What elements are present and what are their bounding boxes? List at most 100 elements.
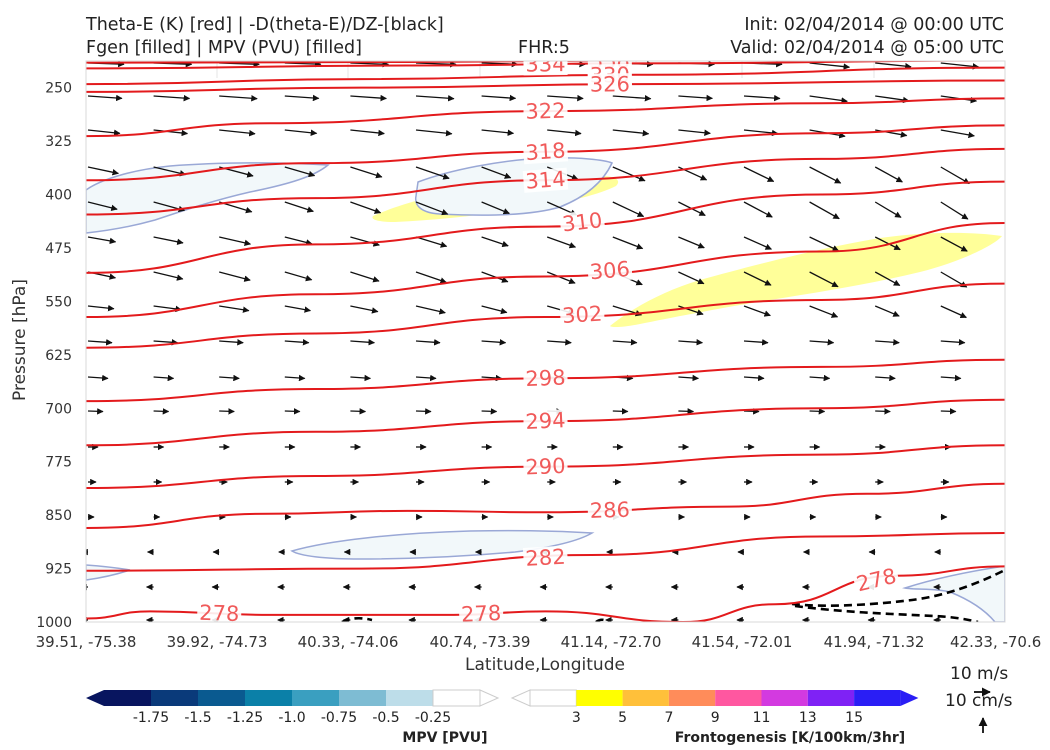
wind-arrow — [350, 374, 371, 382]
wind-arrow — [350, 129, 385, 137]
theta-e-label: 278 — [199, 601, 240, 626]
wind-arrow — [284, 94, 320, 102]
wind-arrow — [809, 374, 831, 382]
fgen-colorbar-tick: 3 — [572, 710, 581, 726]
wind-arrow — [809, 408, 826, 415]
theta-e-labels: 3423383343303263223183143103063022982942… — [196, 52, 901, 626]
wind-arrow — [284, 166, 316, 178]
mpv-colorbar-swatch — [386, 690, 433, 706]
dz-line-bottom-left — [341, 616, 373, 622]
wind-arrow — [415, 305, 446, 315]
y-tick-label: 325 — [45, 134, 72, 150]
fgen-colorbar: 3 5 7 9 11 13 15 Frontogenesis [K/100km/3hr] — [510, 689, 919, 746]
y-tick-label: 700 — [45, 401, 72, 417]
wind-arrow — [153, 271, 184, 281]
wind-arrow — [284, 271, 313, 282]
wind-arrow — [940, 129, 975, 139]
mpv-colorbar-swatch — [198, 690, 245, 706]
theta-e-label-bg — [559, 302, 605, 328]
y-tick-label: 550 — [45, 294, 72, 310]
wind-arrow — [874, 166, 903, 183]
wind-arrow — [678, 305, 704, 316]
mpv-colorbar-tick: -1.75 — [133, 710, 169, 726]
wind-arrow — [219, 408, 235, 415]
wind-arrow — [743, 271, 772, 286]
y-axis-ticks: 250 325 400 475 550 625 700 775 850 925 1000 — [36, 81, 72, 631]
wind-arrow — [940, 374, 962, 382]
wind-arrow — [612, 408, 629, 415]
wind-arrow — [743, 201, 773, 218]
wind-arrow — [875, 374, 896, 382]
theta-e-label-bg — [522, 139, 569, 165]
wind-arrow — [415, 201, 449, 216]
init-time: Init: 02/04/2014 @ 00:00 UTC — [744, 15, 1004, 35]
y-tick-label: 850 — [45, 508, 72, 524]
mpv-colorbar-min-arrow — [86, 690, 104, 706]
wind-arrow — [809, 236, 840, 252]
mpv-colorbar-tick: -1.5 — [184, 710, 211, 726]
y-tick-label: 475 — [45, 241, 72, 257]
wind-arrow — [153, 408, 170, 415]
theta-e-line-310 — [86, 180, 1005, 274]
theta-e-label: 306 — [589, 257, 631, 285]
mpv-colorbar-swatch — [292, 690, 339, 706]
wind-arrow — [415, 166, 450, 180]
wind-arrow — [940, 236, 968, 252]
x-tick-label: 41.94, -71.32 — [824, 633, 925, 651]
wind-arrow — [809, 271, 839, 288]
wind-arrow — [874, 236, 901, 251]
title-line2: Fgen [filled] | MPV (PVU) [filled] — [86, 38, 362, 58]
valid-time: Valid: 02/04/2014 @ 05:00 UTC — [730, 38, 1004, 58]
theta-e-label-bg — [586, 257, 633, 284]
wind-arrow — [153, 374, 175, 382]
scale-horizontal: 10 m/s — [950, 664, 1009, 684]
theta-e-label: 294 — [525, 408, 566, 434]
wind-arrow — [415, 339, 441, 346]
wind-arrow — [481, 305, 508, 315]
wind-arrow — [284, 408, 301, 415]
wind-arrow — [612, 95, 652, 102]
wind-arrow — [415, 374, 437, 382]
wind-arrow — [743, 339, 769, 346]
mpv-colorbar-swatch — [432, 689, 481, 707]
wind-arrow — [153, 339, 179, 346]
wind-arrow — [415, 408, 432, 415]
mpv-colorbar: -1.75 -1.5 -1.25 -1.0 -0.75 -0.5 -0.25 MPV [PV… — [86, 689, 500, 746]
mpv-colorbar-tick: -0.75 — [321, 710, 357, 726]
wind-arrow — [678, 129, 711, 136]
wind-arrow — [284, 129, 318, 136]
wind-arrow — [547, 339, 572, 346]
fgen-colorbar-swatch — [761, 690, 808, 706]
theta-e-label-bg — [522, 545, 569, 571]
wind-arrow — [153, 305, 183, 313]
fgen-colorbar-label: Frontogenesis [K/100km/3hr] — [675, 730, 905, 746]
wind-arrow — [87, 236, 117, 245]
wind-arrow — [481, 236, 509, 248]
scale-vertical: 10 cm/s — [945, 691, 1013, 711]
fgen-colorbar-swatch — [715, 690, 762, 706]
wind-arrow — [481, 166, 512, 179]
wind-arrow — [743, 166, 775, 183]
mpv-colorbar-swatch — [151, 690, 198, 706]
x-tick-label: 39.51, -75.38 — [36, 633, 137, 651]
wind-arrow — [350, 339, 375, 346]
theta-e-line-302 — [86, 282, 1005, 349]
wind-arrow — [612, 236, 644, 250]
theta-e-label: 334 — [525, 52, 565, 76]
x-axis-label: Latitude,Longitude — [465, 655, 625, 675]
mpv-region-3 — [290, 529, 595, 560]
theta-e-label: 290 — [525, 454, 566, 480]
wind-arrow — [612, 166, 646, 182]
theta-e-label: 298 — [525, 366, 566, 392]
fgen-colorbar-min-arrow — [510, 689, 531, 707]
reference-vectors — [974, 687, 991, 733]
wind-arrow — [678, 271, 705, 285]
fgen-colorbar-tick: 5 — [618, 710, 627, 726]
wind-arrow — [875, 408, 891, 415]
wind-arrow — [612, 339, 638, 346]
wind-arrow — [481, 129, 515, 136]
wind-arrow — [87, 201, 118, 211]
wind-arrow — [87, 408, 104, 415]
wind-arrow — [219, 305, 250, 313]
wind-arrow — [284, 339, 310, 346]
